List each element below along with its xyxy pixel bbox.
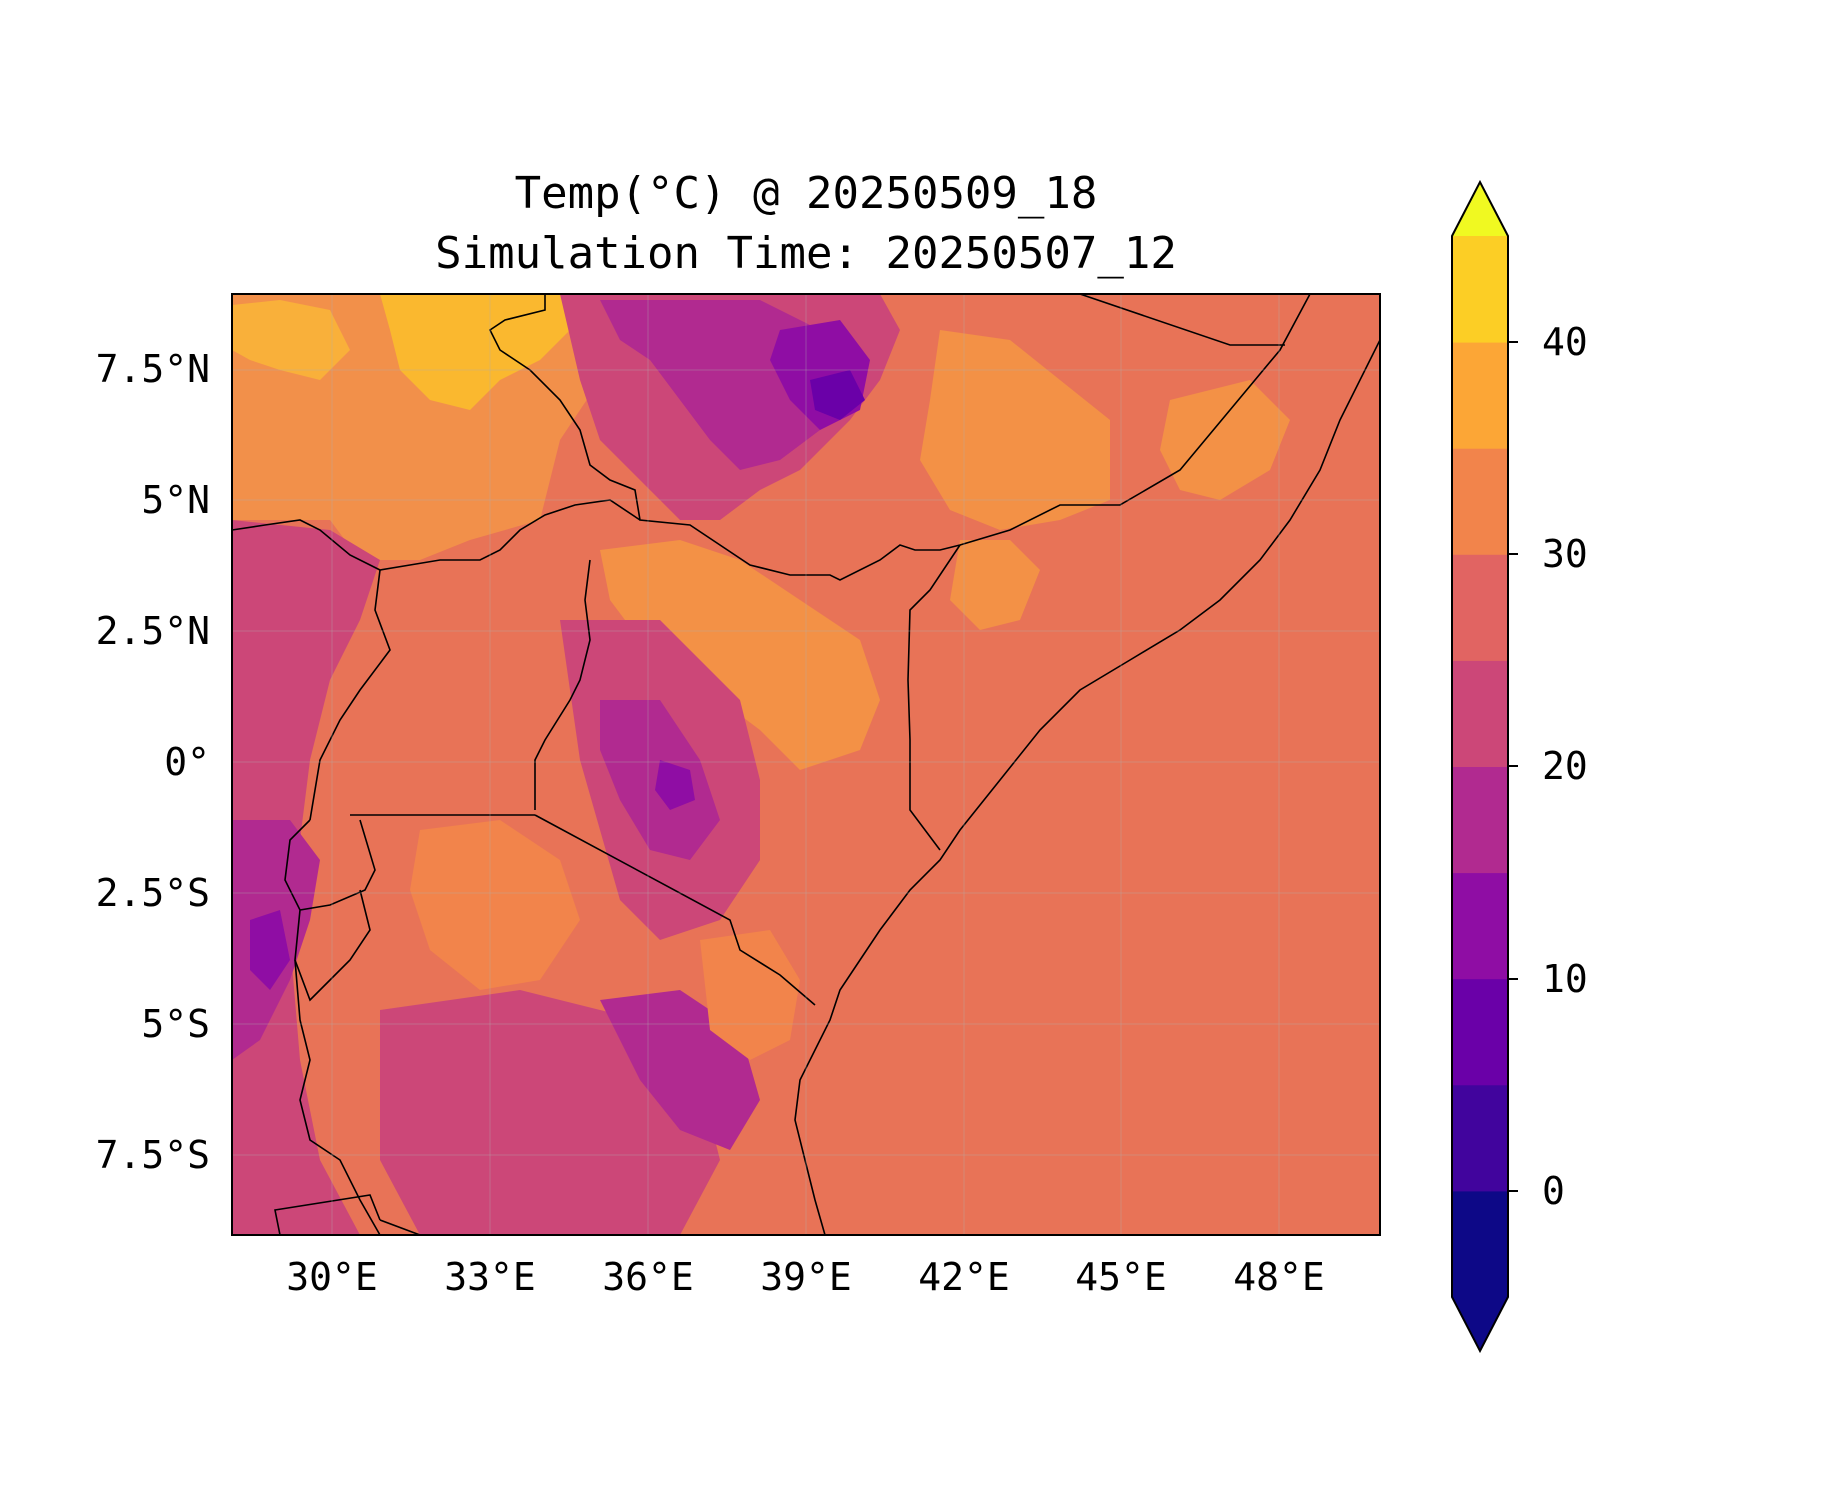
border-uganda-drc — [309, 569, 391, 821]
title-line-2: Simulation Time: 20250507_12 — [435, 228, 1177, 279]
border-uganda-north — [232, 499, 641, 571]
coastline — [794, 339, 1380, 1235]
warm-zone-north-kenya — [600, 540, 880, 770]
colorbar-extend-under — [1452, 1297, 1508, 1351]
colorbar-ticks — [1508, 341, 1518, 1192]
colorbar-band — [1452, 236, 1508, 343]
border-kenya-somalia — [907, 544, 961, 851]
border-uganda-kenya — [534, 559, 591, 810]
hot-zone-north-west — [232, 300, 350, 380]
x-tick-label: 48°E — [1233, 1255, 1325, 1299]
cold-spot-kenya — [655, 760, 695, 810]
colorbar-tick-label: 10 — [1542, 957, 1588, 1001]
border-zambia — [274, 1194, 381, 1235]
warm-zone-tanzania-coast — [700, 930, 800, 1060]
x-tick-label: 42°E — [918, 1255, 1010, 1299]
country-borders — [232, 294, 1380, 1235]
y-tick-label: 7.5°S — [96, 1133, 210, 1177]
warm-zone-ne-kenya — [950, 540, 1040, 630]
x-tick-label: 39°E — [760, 1255, 852, 1299]
y-tick-label: 7.5°N — [96, 347, 210, 391]
cool-zone-great-lakes-west — [232, 520, 380, 1235]
warm-zone-somalia-north — [1160, 380, 1290, 500]
colorbar-bands — [1452, 236, 1508, 1298]
y-tick-label: 2.5°N — [96, 609, 210, 653]
colorbar-extend-over — [1452, 182, 1508, 236]
colorbar-band — [1452, 448, 1508, 555]
y-tick-label: 0° — [164, 740, 210, 784]
warm-zone-tanzania-central — [410, 820, 580, 990]
colorbar-band — [1452, 766, 1508, 874]
cold-spot-rwanda-burundi — [250, 910, 290, 990]
colorbar-band — [1452, 1190, 1508, 1298]
border-ethiopia-somalia — [959, 294, 1311, 546]
colorbar-band — [1452, 554, 1508, 661]
colorbar-tick-label: 40 — [1542, 320, 1588, 364]
colorbar: 40 30 20 10 0 — [1451, 179, 1588, 1354]
colorbar-outline — [1451, 179, 1509, 1354]
y-tick-labels: 7.5°N 5°N 2.5°N 0° 2.5°S 5°S 7.5°S — [96, 347, 210, 1177]
map-frame — [231, 293, 1381, 1236]
hot-zone-north-central — [380, 294, 570, 410]
colorbar-band — [1452, 1084, 1508, 1192]
colorbar-band — [1452, 342, 1508, 449]
border-malawi — [379, 1219, 421, 1235]
colorbar-tick-label: 0 — [1542, 1169, 1565, 1213]
y-tick-label: 5°S — [141, 1002, 210, 1046]
colorbar-band — [1452, 872, 1508, 980]
graticule — [232, 294, 1380, 1235]
x-tick-label: 45°E — [1075, 1255, 1167, 1299]
colorbar-band — [1452, 660, 1508, 767]
cold-spot-ethiopia — [810, 370, 865, 420]
border-tanzania-west — [294, 959, 381, 1235]
y-tick-label: 2.5°S — [96, 871, 210, 915]
x-tick-label: 30°E — [286, 1255, 378, 1299]
x-tick-label: 36°E — [602, 1255, 694, 1299]
colorbar-tick-label: 30 — [1542, 532, 1588, 576]
title-line-1: Temp(°C) @ 20250509_18 — [515, 168, 1098, 219]
border-south-sudan-ethiopia — [488, 294, 961, 581]
x-tick-labels: 30°E 33°E 36°E 39°E 42°E 45°E 48°E — [286, 1255, 1325, 1299]
temperature-field — [232, 294, 1380, 1235]
colorbar-band — [1452, 978, 1508, 1086]
border-kenya-tanzania — [534, 814, 816, 1006]
colorbar-tick-label: 20 — [1542, 744, 1588, 788]
y-tick-label: 5°N — [141, 478, 210, 522]
x-tick-label: 33°E — [444, 1255, 536, 1299]
warm-zone-ethiopia-east — [920, 330, 1110, 530]
border-somalia-north — [1079, 294, 1285, 346]
